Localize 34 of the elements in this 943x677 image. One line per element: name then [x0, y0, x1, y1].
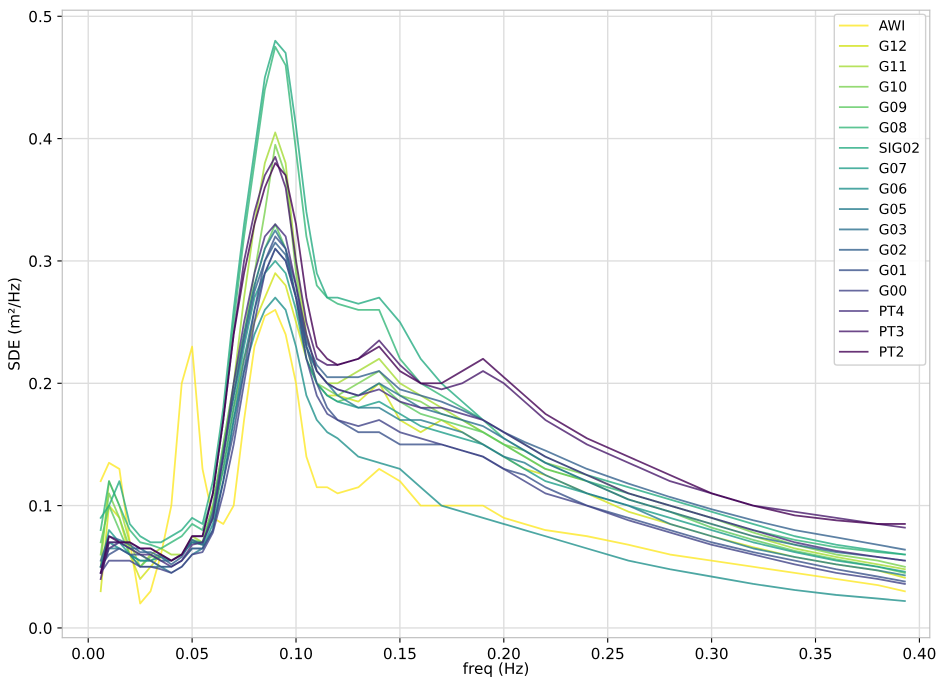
legend-label: G06	[880, 183, 906, 194]
legend-label: G09	[880, 102, 906, 112]
legend-label: G11	[880, 60, 906, 72]
legend-label: G08	[880, 122, 906, 133]
x-tick-label: 0.25	[592, 648, 624, 660]
legend-label: G02	[880, 244, 906, 255]
x-tick-label: 0.05	[176, 648, 208, 660]
y-tick-label: 0.3	[29, 255, 52, 267]
y-tick-label: 0.4	[29, 133, 52, 145]
y-tick-label: 0.1	[29, 500, 52, 512]
y-tick-label: 0.2	[29, 378, 51, 390]
y-tick-label: 0.5	[29, 10, 52, 22]
x-tick-label: 0.00	[72, 648, 104, 660]
x-tick-label: 0.15	[384, 648, 416, 660]
legend-label: G01	[880, 264, 906, 276]
legend-label: SIG02	[880, 142, 919, 153]
x-tick-label: 0.35	[800, 648, 832, 660]
legend-label: G12	[880, 40, 906, 52]
x-tick-label: 0.10	[280, 648, 312, 660]
legend-label: PT3	[880, 326, 904, 336]
x-tick-label: 0.30	[696, 648, 728, 660]
x-tick-label: 0.40	[903, 648, 936, 660]
legend-label: G07	[880, 162, 906, 174]
legend-label: G10	[880, 81, 906, 92]
x-tick-label: 0.20	[488, 648, 520, 660]
y-axis-title: SDE (m²/Hz)	[8, 278, 22, 370]
legend-label: G05	[880, 204, 906, 214]
legend-label: G00	[880, 285, 906, 296]
y-tick-label: 0.0	[29, 622, 52, 634]
legend-label: PT2	[880, 346, 904, 357]
x-axis-title: freq (Hz)	[463, 662, 528, 677]
legend-label: AWI	[878, 20, 904, 30]
legend-label: G03	[880, 224, 906, 234]
legend-label: PT4	[880, 306, 904, 316]
